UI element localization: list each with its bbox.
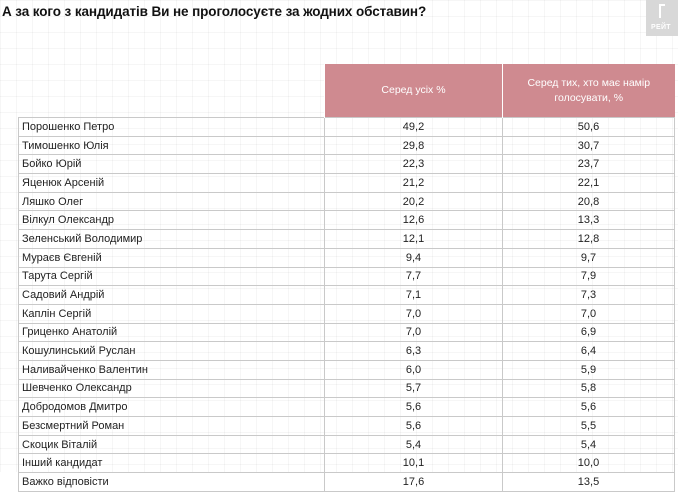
candidate-name: Яценюк Арсеній (18, 173, 325, 193)
candidate-name: Кошулинський Руслан (18, 341, 325, 361)
header-among-voters: Серед тих, хто має намір голосувати, % (502, 64, 675, 118)
page-title: А за кого з кандидатів Ви не проголосуєт… (2, 4, 427, 19)
candidate-name: Добродомов Дмитро (18, 397, 325, 417)
candidate-name: Порошенко Петро (18, 117, 325, 137)
value-among-voters: 5,5 (502, 416, 675, 436)
candidate-name: Садовий Андрій (18, 285, 325, 305)
candidate-name: Важко відповісти (18, 472, 325, 492)
candidate-name: Зеленський Володимир (18, 229, 325, 249)
value-among-all: 6,0 (324, 360, 503, 380)
header-among-voters-line2: голосувати, % (554, 91, 624, 104)
value-among-all: 22,3 (324, 154, 503, 175)
table-row: Скоцик Віталій 5,4 5,4 (18, 435, 675, 455)
header-blank-cell (19, 64, 325, 118)
table-row: Яценюк Арсеній 21,2 22,1 (18, 173, 675, 193)
value-among-voters: 5,8 (502, 379, 675, 399)
value-among-all: 17,6 (324, 472, 503, 492)
candidate-name: Каплін Сергій (18, 304, 325, 324)
value-among-voters: 6,9 (502, 323, 675, 343)
candidate-name: Скоцик Віталій (18, 435, 325, 455)
header-among-all-label: Серед усіх % (381, 84, 446, 96)
table-row: Каплін Сергій 7,0 7,0 (18, 304, 675, 324)
value-among-voters: 12,8 (502, 229, 675, 249)
value-among-voters: 13,3 (502, 210, 675, 231)
table-header-row: Серед усіх % Серед тих, хто має намір го… (19, 64, 675, 118)
table-row: Бойко Юрій 22,3 23,7 (18, 154, 675, 175)
value-among-voters: 6,4 (502, 341, 675, 361)
value-among-all: 5,6 (324, 397, 503, 417)
logo: РЕЙТ (646, 0, 678, 36)
table-row: Ляшко Олег 20,2 20,8 (18, 192, 675, 212)
value-among-all: 49,2 (324, 117, 503, 137)
value-among-all: 12,1 (324, 229, 503, 249)
logo-mark-icon (659, 4, 665, 18)
value-among-all: 5,6 (324, 416, 503, 436)
table-row: Садовий Андрій 7,1 7,3 (18, 285, 675, 305)
table-row: Вілкул Олександр 12,6 13,3 (18, 210, 675, 231)
candidate-name: Вілкул Олександр (18, 210, 325, 231)
value-among-voters: 30,7 (502, 136, 675, 156)
value-among-all: 9,4 (324, 248, 503, 268)
value-among-all: 7,1 (324, 285, 503, 305)
value-among-voters: 13,5 (502, 472, 675, 492)
value-among-voters: 23,7 (502, 154, 675, 175)
table-row: Наливайченко Валентин 6,0 5,9 (18, 360, 675, 380)
candidate-name: Шевченко Олександр (18, 379, 325, 399)
table-row: Зеленський Володимир 12,1 12,8 (18, 229, 675, 249)
table-row: Кошулинський Руслан 6,3 6,4 (18, 341, 675, 361)
candidate-name: Інший кандидат (18, 453, 325, 474)
table-row: Порошенко Петро 49,2 50,6 (18, 117, 675, 137)
value-among-voters: 10,0 (502, 453, 675, 474)
table-body: Порошенко Петро 49,2 50,6 Тимошенко Юлія 29,… (18, 117, 675, 492)
table-row: Шевченко Олександр 5,7 5,8 (18, 379, 675, 399)
table-row: Тимошенко Юлія 29,8 30,7 (18, 136, 675, 156)
header-among-all: Серед усіх % (324, 64, 503, 118)
candidate-name: Бойко Юрій (18, 154, 325, 175)
value-among-voters: 22,1 (502, 173, 675, 193)
table-row: Добродомов Дмитро 5,6 5,6 (18, 397, 675, 417)
value-among-voters: 9,7 (502, 248, 675, 268)
value-among-all: 5,4 (324, 435, 503, 455)
value-among-all: 7,0 (324, 323, 503, 343)
header-among-voters-line1: Серед тих, хто має намір (527, 76, 651, 89)
candidate-name: Тимошенко Юлія (18, 136, 325, 156)
candidate-name: Безсмертний Роман (18, 416, 325, 436)
table-row: Безсмертний Роман 5,6 5,5 (18, 416, 675, 436)
candidate-name: Ляшко Олег (18, 192, 325, 212)
value-among-voters: 5,6 (502, 397, 675, 417)
value-among-all: 21,2 (324, 173, 503, 193)
logo-text: РЕЙТ (651, 24, 671, 31)
value-among-all: 6,3 (324, 341, 503, 361)
value-among-all: 20,2 (324, 192, 503, 212)
candidate-name: Тарута Сергій (18, 267, 325, 287)
value-among-voters: 7,0 (502, 304, 675, 324)
value-among-all: 29,8 (324, 136, 503, 156)
candidate-name: Мураєв Євгеній (18, 248, 325, 268)
value-among-voters: 5,9 (502, 360, 675, 380)
value-among-all: 7,7 (324, 267, 503, 287)
value-among-voters: 7,3 (502, 285, 675, 305)
results-table: Серед усіх % Серед тих, хто має намір го… (18, 64, 675, 492)
value-among-all: 5,7 (324, 379, 503, 399)
candidate-name: Наливайченко Валентин (18, 360, 325, 380)
value-among-voters: 50,6 (502, 117, 675, 137)
table-row: Мураєв Євгеній 9,4 9,7 (18, 248, 675, 268)
table-row: Гриценко Анатолій 7,0 6,9 (18, 323, 675, 343)
value-among-all: 10,1 (324, 453, 503, 474)
value-among-all: 12,6 (324, 210, 503, 231)
candidate-name: Гриценко Анатолій (18, 323, 325, 343)
table-row: Тарута Сергій 7,7 7,9 (18, 267, 675, 287)
value-among-all: 7,0 (324, 304, 503, 324)
table-row: Інший кандидат 10,1 10,0 (18, 453, 675, 474)
value-among-voters: 20,8 (502, 192, 675, 212)
value-among-voters: 7,9 (502, 267, 675, 287)
table-row: Важко відповісти 17,6 13,5 (18, 472, 675, 492)
value-among-voters: 5,4 (502, 435, 675, 455)
